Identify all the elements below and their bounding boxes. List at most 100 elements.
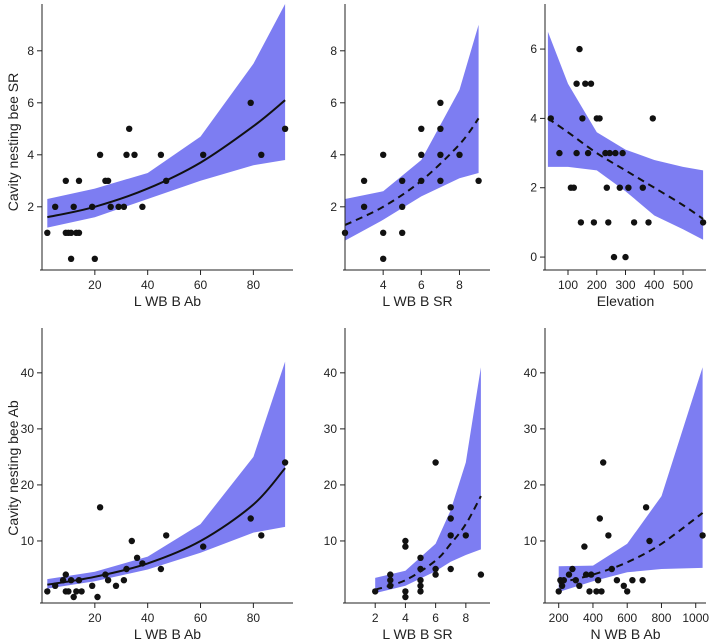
data-point [620,582,627,589]
data-point [75,177,83,184]
data-point [587,80,595,87]
x-axis-label: L WB B Ab [134,626,201,639]
data-point [605,532,612,539]
data-point [555,588,562,595]
data-point [75,229,83,236]
data-point [44,588,51,595]
x-axis-label: N WB B Ab [590,626,660,639]
data-point [432,571,439,578]
confidence-band [47,4,286,228]
fit-line [374,495,482,591]
confidence-band [558,367,703,592]
data-point [417,554,424,561]
y-tick-label: 2 [330,200,337,214]
data-point [582,80,589,87]
data-point [437,99,444,107]
x-tick-label: 400 [644,278,664,292]
data-point [556,149,563,157]
x-tick-label: 20 [88,278,102,292]
data-point [67,229,75,236]
data-point [139,560,146,567]
data-point [598,588,605,595]
panel-top-right: 100 200 300 400 500 0 2 4 6 Elevation [530,4,707,309]
data-point [610,253,618,261]
data-point [133,554,141,561]
data-point [699,219,707,226]
x-tick-label: 400 [583,611,603,625]
data-point [258,151,265,158]
data-point [126,125,133,132]
data-point [73,588,80,595]
data-point [625,184,632,191]
y-tick-label: 30 [21,422,35,436]
data-point [447,565,454,573]
x-tick-label: 300 [615,278,635,292]
data-point [569,565,576,573]
data-point [619,149,626,157]
data-point [67,577,75,584]
data-point [380,255,387,262]
data-point [558,582,566,589]
data-point [163,532,170,539]
x-axis-label: L WB B SR [382,626,452,639]
y-tick-label: 20 [324,478,338,492]
x-tick-label: 8 [462,611,469,625]
data-point [639,184,646,191]
data-point [139,203,146,210]
data-point [639,577,646,584]
data-point [112,582,120,589]
data-point [380,151,387,158]
y-tick-label: 30 [524,422,538,436]
data-point [360,203,368,210]
data-point [570,184,577,191]
data-point [600,459,607,466]
y-tick-label: 2 [27,200,34,214]
y-tick-label: 0 [530,250,537,264]
x-tick-label: 4 [402,611,409,625]
data-point [417,582,424,589]
x-tick-label: 80 [247,611,261,625]
data-point [120,203,128,210]
data-point [387,582,394,589]
data-point [157,151,165,158]
data-point [418,177,425,184]
data-point [605,219,612,226]
x-tick-label: 80 [247,278,261,292]
data-point [572,577,579,584]
x-tick-label: 40 [141,278,155,292]
data-point [67,255,75,262]
data-point [593,588,600,595]
data-point [417,577,424,584]
data-point [402,537,409,545]
panel-bottom-middle: 2 4 6 8 10 20 30 40 L WB B SR [324,328,490,639]
data-point [258,532,265,539]
data-point [417,588,424,595]
data-point [387,571,394,578]
data-point [399,203,406,210]
y-tick-label: 10 [21,534,35,548]
data-point [200,151,207,158]
data-point [547,115,554,122]
x-tick-label: 200 [549,611,569,625]
data-point [565,571,573,578]
data-point [163,177,170,184]
data-point [418,151,425,158]
data-point [612,149,619,157]
data-point [94,593,101,601]
data-point [281,125,289,132]
data-point [399,177,406,184]
data-point [645,219,652,226]
data-point [96,151,104,158]
data-point [437,125,444,132]
data-point [62,177,69,184]
data-point [577,219,585,226]
data-point [456,151,463,158]
x-tick-label: 60 [194,278,208,292]
data-point [622,253,629,261]
data-point [120,577,128,584]
data-point [402,593,409,601]
data-point [200,543,207,550]
data-point [475,177,482,184]
x-tick-label: 8 [456,278,463,292]
